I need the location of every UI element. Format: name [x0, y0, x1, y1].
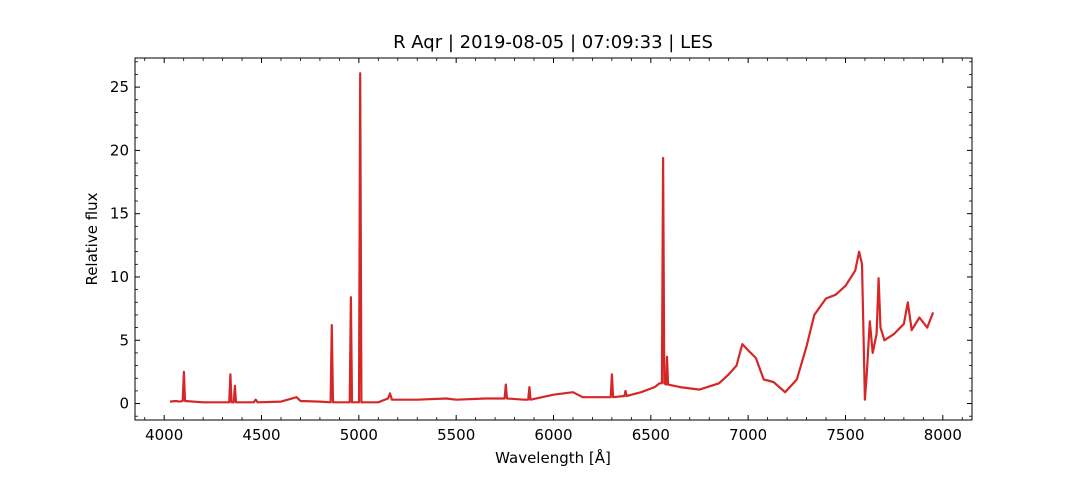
x-tick-label: 7500 — [826, 426, 864, 444]
y-tick-label: 5 — [119, 331, 129, 349]
x-axis: 4000 4500 5000 5500 6000 6500 7000 7500 8000 — [144, 58, 963, 444]
y-tick-label: 15 — [110, 205, 129, 223]
x-tick-label: 5000 — [340, 426, 378, 444]
x-tick-label: 6000 — [534, 426, 572, 444]
x-tick-label: 4000 — [145, 426, 183, 444]
plot-area — [134, 57, 973, 421]
x-tick-label: 6500 — [632, 426, 670, 444]
y-tick-label: 20 — [110, 141, 129, 159]
y-tick-label: 10 — [110, 268, 129, 286]
chart-title: R Aqr | 2019-08-05 | 07:09:33 | LES — [393, 32, 713, 53]
x-tick-label: 4500 — [242, 426, 280, 444]
series-line-0 — [169, 72, 935, 404]
x-tick-label: 8000 — [924, 426, 962, 444]
x-axis-label: Wavelength [Å] — [495, 448, 611, 467]
y-axis: 0 5 10 15 20 25 — [110, 61, 972, 417]
x-tick-label: 5500 — [437, 426, 475, 444]
plot-frame — [134, 57, 973, 421]
x-tick-label: 7000 — [729, 426, 767, 444]
y-tick-label: 25 — [110, 78, 129, 96]
y-axis-label: Relative flux — [83, 192, 101, 285]
y-tick-label: 0 — [119, 395, 129, 413]
